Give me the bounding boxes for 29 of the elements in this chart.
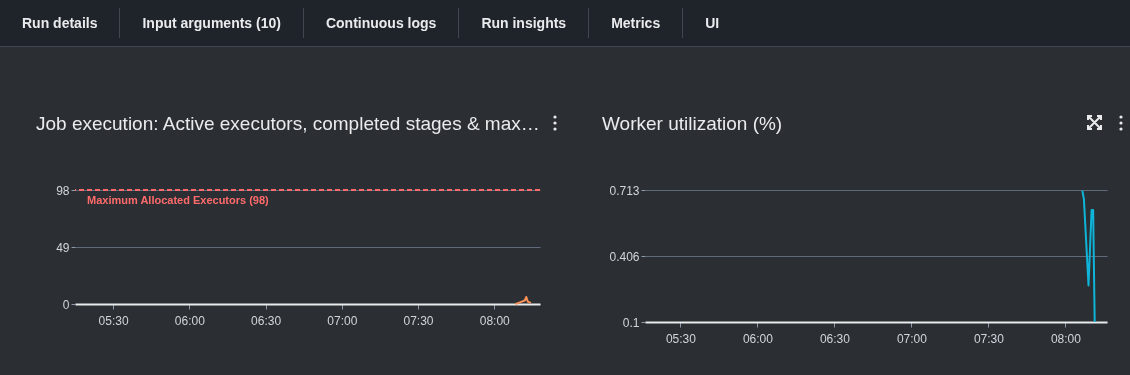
- x-tick-label: 08:00: [1050, 331, 1082, 346]
- text: Input arguments (10): [120, 8, 304, 38]
- x-tick-label: 07:00: [327, 313, 358, 328]
- ref-line-label: Maximum Allocated Executors (98): [87, 194, 270, 206]
- x-tick-label: 06:00: [742, 331, 774, 346]
- text: Continuous logs: [303, 8, 460, 38]
- x-tick-label: 06:30: [819, 331, 851, 346]
- y-tick-label: 98: [56, 183, 70, 198]
- x-tick-label: 05:30: [98, 313, 129, 328]
- chart-title: Job execution: Active executors, completed stages & max…: [36, 113, 540, 135]
- x-tick-label: 05:30: [665, 331, 697, 346]
- line-series: [1081, 189, 1096, 323]
- x-tick-label: 07:00: [896, 331, 928, 346]
- text: Run insights: [459, 8, 590, 38]
- chart-title: Worker utilization (%): [602, 113, 783, 135]
- x-tick-label: 08:00: [479, 313, 511, 328]
- y-tick-label: 0: [62, 297, 70, 312]
- x-tick-label: 07:30: [973, 331, 1005, 346]
- line-series: [514, 296, 532, 305]
- y-tick-label: 0.713: [609, 183, 640, 198]
- text: UI: [704, 14, 721, 33]
- y-tick-label: 0.406: [609, 249, 640, 264]
- y-tick-label: 0.1: [622, 315, 640, 330]
- x-tick-label: 06:30: [251, 313, 282, 328]
- text: Metrics: [589, 8, 684, 38]
- x-tick-label: 06:00: [174, 313, 206, 328]
- x-tick-label: 07:30: [403, 313, 434, 328]
- y-tick-label: 49: [56, 240, 70, 255]
- text: Run details: [0, 8, 121, 38]
